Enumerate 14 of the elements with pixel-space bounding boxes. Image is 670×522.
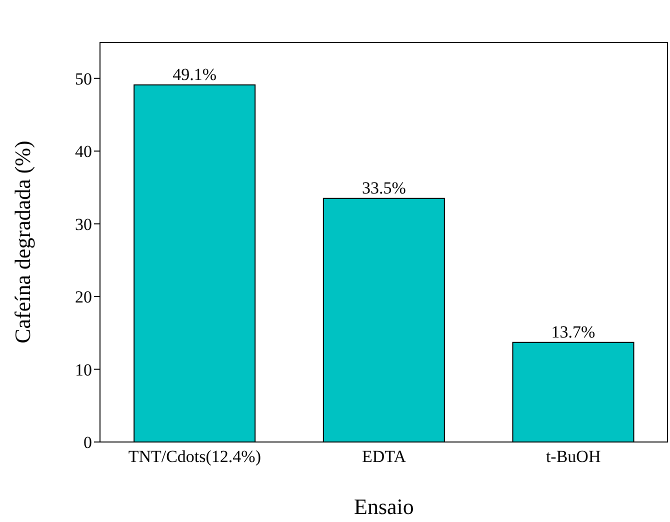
data-label: 33.5%	[362, 178, 406, 198]
y-tick-label: 30	[75, 214, 92, 234]
y-tick-label: 40	[75, 142, 92, 162]
y-tick-label: 20	[75, 288, 92, 307]
y-tick-label: 50	[75, 69, 92, 88]
y-axis-title: Cafeína degradada (%)	[10, 140, 35, 344]
y-tick-label: 0	[84, 433, 92, 452]
x-tick-label: EDTA	[362, 447, 407, 466]
data-label: 13.7%	[551, 322, 596, 342]
y-tick-label: 10	[75, 360, 92, 380]
x-axis-title: Ensaio	[354, 494, 414, 519]
x-tick-label: TNT/Cdots(12.4%)	[128, 447, 262, 466]
data-label: 49.1%	[172, 64, 217, 84]
x-tick-label: t-BuOH	[546, 447, 601, 466]
